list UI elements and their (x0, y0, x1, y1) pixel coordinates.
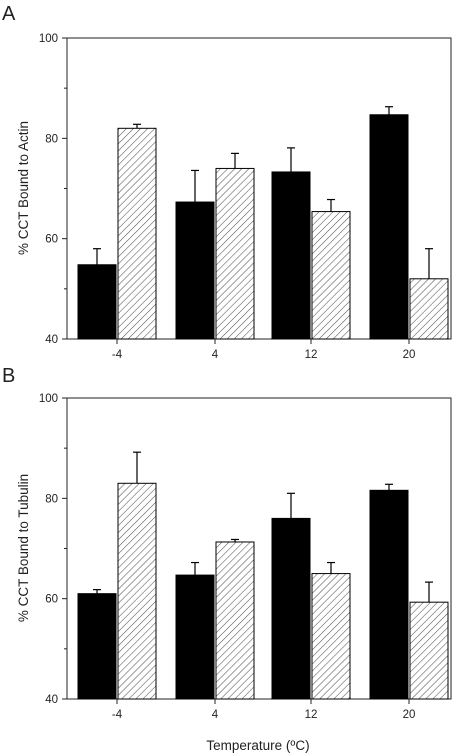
panel-a-y-tick-label: 60 (45, 234, 58, 246)
panel-a-y-axis-label: % CCT Bound to Actin (16, 121, 31, 255)
panel-b-x-tick-label: 20 (403, 709, 416, 721)
panel-b-bar-hatched-4 (215, 541, 255, 700)
panel-a-bar-solid-4 (175, 201, 215, 340)
panel-a-bar-solid-20 (369, 114, 409, 340)
panel-a-y-tick-label: 40 (45, 334, 58, 346)
panel-b-y-tick-label: 60 (45, 594, 58, 606)
panel-letter-a: A (2, 3, 16, 25)
x-axis-label: Temperature (ºC) (206, 738, 309, 753)
panel-a-x-tick-label: 4 (212, 349, 219, 361)
panel-b-bar-solid-4 (175, 574, 215, 700)
panel-a-bar-solid--4 (77, 264, 117, 340)
panel-b-y-tick-label: 40 (45, 694, 58, 706)
panel-a-bar-hatched--4 (117, 127, 157, 340)
panel-a-bar-hatched-12 (311, 211, 351, 340)
panel-a-bar-solid-12 (271, 171, 311, 340)
panel-b-y-tick-label: 100 (39, 393, 58, 405)
panel-a-bar-hatched-20 (409, 278, 449, 340)
panel-b-bar-hatched--4 (117, 482, 157, 700)
panel-a-x-tick-label: -4 (112, 349, 123, 361)
panel-b-y-axis-label: % CCT Bound to Tubulin (16, 474, 31, 622)
panel-a-bar-hatched-4 (215, 167, 255, 340)
panel-letter-b: B (2, 365, 15, 387)
panel-b-bar-hatched-12 (311, 573, 351, 700)
panel-b-x-tick-label: 4 (212, 709, 219, 721)
panel-a-x-tick-label: 12 (305, 349, 318, 361)
panel-b-bar-solid-12 (271, 517, 311, 700)
panel-b-bar-solid-20 (369, 489, 409, 700)
panel-b-x-tick-label: -4 (112, 709, 123, 721)
panel-b-chart: B % CCT Bound to Tubulin 40 60 80 100 -4 4 12 2… (2, 365, 452, 721)
panel-a-y-tick-label: 80 (45, 133, 58, 145)
panel-a-y-tick-label: 100 (39, 33, 58, 45)
panel-b-bar-hatched-20 (409, 601, 449, 700)
panel-b-bar-solid--4 (77, 593, 117, 700)
panel-a-x-tick-label: 20 (403, 349, 416, 361)
panel-b-y-tick-label: 80 (45, 493, 58, 505)
panel-a-chart: A % CCT Bound to Actin 40 60 80 100 -4 4 12 20 (2, 3, 452, 361)
panel-b-x-tick-label: 12 (305, 709, 318, 721)
